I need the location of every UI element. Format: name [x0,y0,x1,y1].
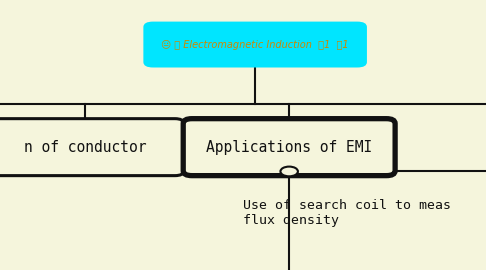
Circle shape [280,167,298,176]
Text: Applications of EMI: Applications of EMI [206,140,372,155]
Text: 😐 🚩 Electromagnetic Induction  ⤀1  🖗1: 😐 🚩 Electromagnetic Induction ⤀1 🖗1 [161,39,349,50]
Text: Use of search coil to meas
flux density: Use of search coil to meas flux density [243,199,451,227]
FancyBboxPatch shape [0,119,184,176]
FancyBboxPatch shape [143,22,367,68]
Text: n of conductor: n of conductor [24,140,146,155]
FancyBboxPatch shape [183,119,395,176]
